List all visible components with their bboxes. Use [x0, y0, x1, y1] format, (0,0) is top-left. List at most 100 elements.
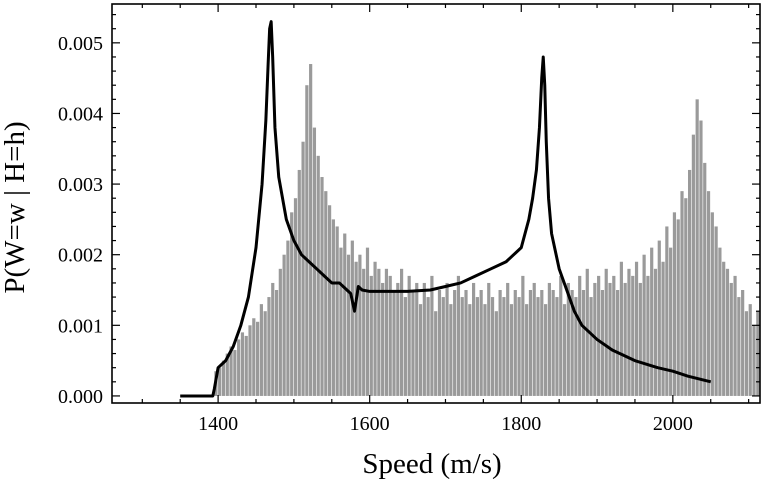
histogram-bar: [729, 282, 733, 396]
histogram-bar: [335, 226, 339, 396]
histogram-bar: [619, 261, 623, 396]
histogram-bar: [422, 282, 426, 396]
histogram-bar: [297, 169, 301, 396]
histogram-bar: [365, 247, 370, 396]
histogram-bar: [237, 339, 241, 396]
histogram-bar: [737, 297, 741, 396]
y-axis-title: P(W=w | H=h): [0, 121, 31, 293]
histogram-bar: [559, 275, 563, 396]
histogram-bar: [233, 350, 237, 396]
histogram-bar: [695, 99, 699, 396]
y-tick-label: 0.001: [58, 315, 103, 337]
histogram-bar: [661, 261, 665, 396]
histogram-bar: [718, 247, 722, 396]
histogram-bar: [555, 297, 559, 396]
curve-layer: [180, 20, 712, 398]
histogram-bar: [301, 141, 305, 396]
histogram-bar: [706, 191, 711, 396]
histogram-bar: [623, 282, 627, 396]
histogram-bar: [274, 290, 279, 396]
histogram-bar: [472, 282, 476, 396]
histogram-bar: [225, 353, 229, 396]
histogram-bar: [464, 290, 468, 396]
histogram-bar: [354, 261, 358, 396]
x-tick-label: 1600: [350, 413, 390, 435]
histogram-bar: [320, 177, 324, 396]
histogram-bar: [456, 275, 461, 396]
x-tick-label: 1400: [198, 413, 238, 435]
histogram-bar: [430, 275, 434, 396]
histogram-bar: [536, 297, 540, 396]
histogram-bar: [566, 282, 570, 396]
histogram-bar: [426, 297, 430, 396]
histogram-bar: [252, 318, 256, 396]
histogram-bar: [498, 290, 502, 396]
histogram-bar: [540, 290, 544, 396]
histogram-bar: [278, 268, 282, 396]
histogram-bar: [453, 290, 457, 396]
histogram-bar: [691, 134, 695, 396]
histogram-bar: [384, 268, 389, 396]
histogram-bar: [650, 247, 654, 396]
histogram-bar: [669, 247, 673, 396]
histogram-bar: [271, 282, 275, 396]
histogram-bar: [373, 261, 377, 396]
histogram-bar: [346, 254, 351, 396]
histogram-bar: [688, 169, 692, 396]
histogram-bar: [676, 219, 680, 396]
histogram-bar: [282, 254, 286, 396]
histogram-bar: [699, 120, 703, 396]
histogram-bar: [324, 191, 328, 396]
histogram-bar: [490, 297, 495, 396]
histogram-bar: [703, 162, 707, 396]
histogram-bar: [547, 282, 551, 396]
histogram-bar: [437, 290, 442, 396]
histogram-bar: [642, 254, 646, 396]
histogram-bar: [634, 261, 639, 396]
histogram-bar: [218, 367, 222, 396]
histogram-bar: [653, 268, 658, 396]
histogram-bar: [259, 304, 263, 396]
histogram-bar: [328, 205, 332, 396]
histogram-bar: [358, 254, 362, 396]
histogram-bar: [331, 219, 335, 396]
histogram-bar: [256, 321, 260, 396]
histogram-bar: [710, 212, 714, 396]
histogram-bar: [441, 297, 445, 396]
y-axis-ticks: 0.000 0.001 0.002 0.003 0.004 0.005: [58, 13, 760, 408]
x-tick-label: 1800: [501, 413, 541, 435]
histogram-bar: [293, 198, 298, 396]
histogram-bar: [502, 297, 506, 396]
histogram-bar: [400, 268, 404, 396]
x-axis-ticks: 1400 1600 1800 2000: [141, 4, 750, 435]
y-tick-label: 0.004: [58, 103, 103, 125]
plot-frame: [111, 3, 761, 404]
histogram-bar: [684, 198, 688, 396]
histogram-bar: [244, 335, 248, 396]
histogram-bar: [263, 311, 267, 396]
histogram-bar: [733, 275, 737, 396]
histogram-bar: [339, 247, 343, 396]
histogram-bar: [415, 282, 419, 396]
histogram-bar: [627, 268, 631, 396]
histogram-bar: [748, 304, 752, 396]
histogram-bar: [562, 304, 567, 396]
histogram-bar: [722, 261, 726, 396]
histogram-bar: [449, 304, 453, 396]
histogram-bar: [752, 325, 756, 396]
probability-curve: [180, 20, 712, 398]
histogram-bar: [388, 275, 392, 396]
histogram-bar: [460, 297, 464, 396]
histogram-bar: [616, 290, 620, 396]
histogram-bar: [714, 226, 718, 396]
histogram-bar: [475, 297, 479, 396]
histogram-bar: [532, 282, 536, 396]
histogram-bar: [494, 311, 498, 396]
x-axis-title: Speed (m/s): [362, 448, 501, 480]
histogram-bar: [680, 191, 684, 396]
histogram-bar: [362, 268, 366, 396]
histogram-bar: [506, 282, 510, 396]
histogram-bar: [479, 290, 483, 396]
histogram-bar: [229, 346, 233, 396]
